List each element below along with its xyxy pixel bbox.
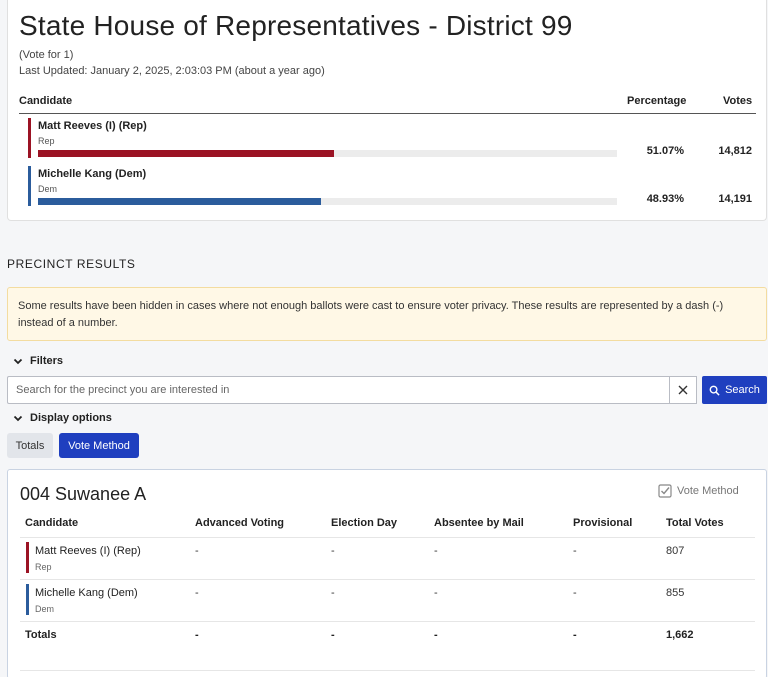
candidate-name: Matt Reeves (I) (Rep) — [38, 120, 147, 132]
table-row-candidate-party: Rep — [35, 562, 52, 572]
tab-vote-method[interactable]: Vote Method — [59, 433, 139, 458]
col-total-votes: Total Votes — [666, 517, 724, 529]
cell-absentee: - — [434, 545, 438, 557]
candidate-percentage: 51.07% — [646, 145, 684, 157]
totals-label: Totals — [25, 629, 57, 641]
cell-provisional: - — [573, 587, 577, 599]
tab-totals[interactable]: Totals — [7, 433, 53, 458]
candidate-votes: 14,812 — [718, 145, 752, 157]
precinct-name: 004 Suwanee A — [20, 484, 147, 504]
total-advanced: - — [195, 629, 199, 641]
cell-election-day: - — [331, 545, 335, 557]
total-absentee: - — [434, 629, 438, 641]
party-color-marker — [28, 166, 31, 206]
race-summary-card: State House of Representatives - Distric… — [7, 0, 767, 221]
precinct-card: 004 Suwanee A Vote Method Candidate Adva… — [7, 469, 767, 677]
party-color-marker — [26, 542, 29, 573]
candidate-percentage: 48.93% — [646, 193, 684, 205]
privacy-notice: Some results have been hidden in cases w… — [7, 287, 767, 341]
chevron-down-icon — [13, 358, 23, 365]
last-updated: Last Updated: January 2, 2025, 2:03:03 P… — [19, 65, 325, 77]
col-absentee: Absentee by Mail — [434, 517, 524, 529]
vote-for-note: (Vote for 1) — [19, 49, 74, 61]
cell-absentee: - — [434, 587, 438, 599]
display-options-label: Display options — [30, 412, 112, 424]
cell-election-day: - — [331, 587, 335, 599]
cell-total: 855 — [666, 587, 685, 599]
search-icon — [709, 385, 720, 396]
precinct-results-heading: PRECINCT RESULTS — [7, 257, 136, 271]
vote-share-bar — [38, 150, 334, 157]
party-color-marker — [28, 118, 31, 158]
clear-search-button[interactable] — [669, 376, 697, 404]
vote-method-checkbox-label: Vote Method — [677, 485, 739, 497]
filters-toggle[interactable]: Filters — [12, 355, 63, 367]
total-election-day: - — [331, 629, 335, 641]
vote-share-track — [38, 150, 617, 157]
close-icon — [678, 385, 688, 395]
chevron-down-icon — [13, 415, 23, 422]
vote-share-bar — [38, 198, 322, 205]
candidate-party: Rep — [38, 136, 55, 146]
row-divider — [20, 579, 755, 580]
precinct-search-input[interactable] — [7, 376, 670, 404]
display-options-toggle[interactable]: Display options — [12, 412, 112, 424]
header-percentage: Percentage — [627, 95, 687, 107]
race-title: State House of Representatives - Distric… — [19, 10, 573, 41]
filters-label: Filters — [30, 355, 64, 367]
col-election-day: Election Day — [331, 517, 398, 529]
row-divider — [20, 670, 755, 671]
cell-advanced: - — [195, 545, 199, 557]
total-provisional: - — [573, 629, 577, 641]
col-candidate: Candidate — [25, 517, 79, 529]
candidate-votes: 14,191 — [718, 193, 752, 205]
header-candidate: Candidate — [19, 95, 73, 107]
row-divider — [20, 621, 755, 622]
vote-share-track — [38, 198, 617, 205]
cell-total: 807 — [666, 545, 685, 557]
table-row-candidate-name: Michelle Kang (Dem) — [35, 587, 138, 599]
table-row-candidate-party: Dem — [35, 604, 55, 614]
checkbox-checked-icon — [658, 484, 672, 498]
header-divider — [19, 113, 756, 114]
party-color-marker — [26, 584, 29, 615]
candidate-name: Michelle Kang (Dem) — [38, 168, 147, 180]
col-advanced-voting: Advanced Voting — [195, 517, 285, 529]
search-button-label: Search — [725, 384, 760, 396]
table-row-candidate-name: Matt Reeves (I) (Rep) — [35, 545, 141, 557]
row-divider — [20, 537, 755, 538]
total-votes-sum: 1,662 — [666, 629, 694, 641]
vote-method-checkbox[interactable]: Vote Method — [658, 484, 739, 498]
candidate-party: Dem — [38, 184, 58, 194]
search-button[interactable]: Search — [702, 376, 767, 404]
cell-advanced: - — [195, 587, 199, 599]
header-votes: Votes — [723, 95, 753, 107]
cell-provisional: - — [573, 545, 577, 557]
col-provisional: Provisional — [573, 517, 633, 529]
